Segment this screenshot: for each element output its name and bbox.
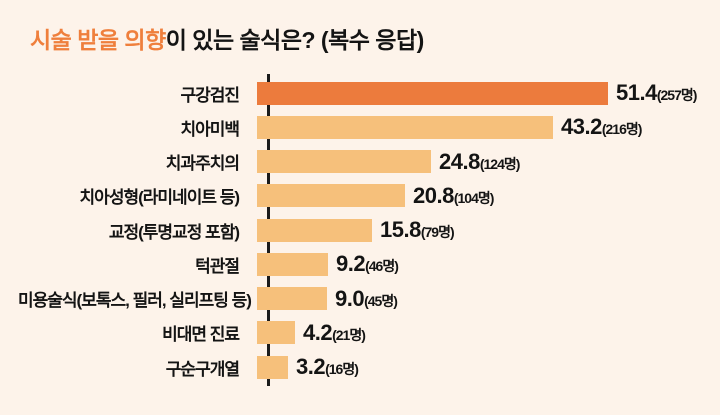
category-label: 미용술식(보톡스, 필러, 실리프팅 등) bbox=[18, 291, 252, 310]
value-label: 51.4 (257명) bbox=[616, 80, 698, 106]
value-percent: 51.4 bbox=[616, 80, 657, 105]
chart-rows: 구강검진 51.4 (257명) 치아미백 43.2 (216명) 치과주치의 24.8 (12… bbox=[18, 74, 714, 386]
value-label: 9.0 (45명) bbox=[335, 285, 398, 312]
bar-cell: 51.4 (257명) bbox=[252, 80, 714, 106]
category-label: 턱관절 bbox=[195, 256, 240, 276]
bar-cell: 20.8 (104명) bbox=[252, 183, 714, 209]
bar bbox=[257, 321, 295, 345]
bar bbox=[257, 81, 608, 105]
value-count: (79명) bbox=[420, 224, 455, 240]
bar-cell: 4.2 (21명) bbox=[252, 320, 714, 346]
bar bbox=[257, 287, 327, 310]
value-label: 9.2 (46명) bbox=[336, 251, 399, 277]
value-count: (16명) bbox=[325, 361, 359, 377]
bar bbox=[257, 218, 372, 242]
chart-row: 치아미백 43.2 (216명) bbox=[18, 110, 714, 144]
chart-title-highlight: 시술 받을 의향 bbox=[30, 27, 166, 53]
chart-row: 턱관절 9.2 (46명) bbox=[18, 247, 714, 281]
bar-cell: 43.2 (216명) bbox=[252, 114, 714, 140]
value-percent: 4.2 bbox=[303, 319, 333, 345]
value-percent: 20.8 bbox=[413, 182, 454, 208]
value-count: (45명) bbox=[364, 292, 398, 309]
chart-row: 교정(투명교정 포함) 15.8 (79명) bbox=[18, 213, 714, 247]
chart-row: 구강검진 51.4 (257명) bbox=[18, 76, 714, 110]
bar bbox=[257, 150, 431, 173]
value-percent: 3.2 bbox=[296, 354, 326, 379]
value-count: (21명) bbox=[332, 326, 366, 343]
value-label: 3.2 (16명) bbox=[296, 354, 359, 380]
value-label: 24.8 (124명) bbox=[439, 148, 521, 175]
chart-row: 치아성형(라미네이트 등) 20.8 (104명) bbox=[18, 179, 714, 213]
value-count: (257명) bbox=[656, 87, 698, 103]
value-count: (46명) bbox=[365, 258, 399, 275]
category-label: 교정(투명교정 포함) bbox=[108, 222, 240, 242]
value-count: (104명) bbox=[453, 189, 495, 206]
bar-cell: 3.2 (16명) bbox=[252, 354, 714, 380]
value-label: 20.8 (104명) bbox=[413, 182, 495, 209]
bar bbox=[257, 252, 328, 276]
category-label: 구강검진 bbox=[180, 85, 240, 105]
chart-row: 구순구개열 3.2 (16명) bbox=[18, 350, 714, 384]
value-count: (216명) bbox=[601, 121, 643, 138]
chart-row: 치과주치의 24.8 (124명) bbox=[18, 145, 714, 179]
value-label: 43.2 (216명) bbox=[561, 114, 643, 140]
value-percent: 15.8 bbox=[380, 217, 421, 242]
value-percent: 9.0 bbox=[335, 285, 365, 311]
category-label: 비대면 진료 bbox=[162, 325, 240, 345]
category-label: 치아성형(라미네이트 등) bbox=[79, 188, 240, 208]
bar-chart: 구강검진 51.4 (257명) 치아미백 43.2 (216명) 치과주치의 24.8 (12… bbox=[18, 74, 714, 386]
bar bbox=[257, 115, 553, 139]
chart-title-suffix: (복수 응답) bbox=[315, 27, 424, 53]
bar-cell: 15.8 (79명) bbox=[252, 217, 714, 243]
bar bbox=[257, 355, 288, 379]
value-label: 15.8 (79명) bbox=[380, 217, 455, 243]
category-label: 구순구개열 bbox=[165, 359, 240, 379]
chart-row: 비대면 진료 4.2 (21명) bbox=[18, 316, 714, 350]
bar bbox=[257, 184, 405, 208]
bar-cell: 24.8 (124명) bbox=[252, 149, 714, 175]
category-label: 치과주치의 bbox=[165, 154, 240, 173]
chart-title: 시술 받을 의향이 있는 술식은? (복수 응답) bbox=[30, 21, 424, 55]
chart-title-main: 이 있는 술식은? bbox=[165, 27, 316, 53]
chart-row: 미용술식(보톡스, 필러, 실리프팅 등) 9.0 (45명) bbox=[18, 282, 714, 316]
bar-cell: 9.0 (45명) bbox=[252, 286, 714, 312]
value-percent: 9.2 bbox=[336, 251, 366, 277]
category-label: 치아미백 bbox=[180, 119, 240, 139]
value-label: 4.2 (21명) bbox=[303, 319, 366, 346]
value-count: (124명) bbox=[479, 155, 521, 172]
value-percent: 24.8 bbox=[439, 148, 480, 174]
bar-cell: 9.2 (46명) bbox=[252, 251, 714, 277]
value-percent: 43.2 bbox=[561, 114, 602, 140]
